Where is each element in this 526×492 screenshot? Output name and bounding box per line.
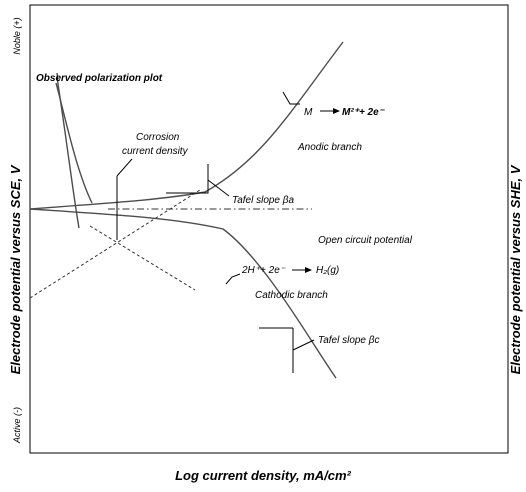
anodic-arrowhead [333, 108, 340, 114]
corrosion-leader [116, 158, 133, 177]
anodic-branch-label: Anodic branch [297, 142, 362, 153]
cathodic-reaction-leader [225, 273, 241, 285]
corrosion-label-line2: current density [122, 146, 189, 157]
tafel-a-label: Tafel slope βa [232, 195, 294, 206]
noble-label: Noble (+) [12, 17, 22, 54]
x-axis-title: Log current density, mA/cm² [175, 468, 351, 483]
tafel-a-leader [207, 179, 230, 197]
observed-leader [56, 72, 59, 85]
anodic-tafel-extrapolation [29, 189, 201, 299]
anodic-reaction-leader [282, 91, 300, 105]
cathodic-tafel-extrapolation [89, 225, 196, 291]
observed-curve-upper [55, 82, 93, 204]
y-right-axis-title: Electrode potential versus SHE, V [508, 164, 523, 374]
anodic-branch-curve [29, 41, 344, 210]
cathodic-arrowhead [305, 267, 312, 273]
cathodic-branch-curve [29, 208, 337, 379]
observed-curve-lower [57, 83, 80, 229]
active-label: Active (-) [12, 407, 22, 444]
y-left-axis-title: Electrode potential versus SCE, V [8, 164, 23, 374]
corrosion-label-line1: Corrosion [136, 132, 180, 143]
anodic-reaction-reactant: M [304, 107, 313, 118]
cathodic-reaction-product: H₂(g) [316, 265, 339, 276]
plot-frame [29, 4, 509, 454]
tafel-c-leader [292, 339, 315, 351]
tafel-c-label: Tafel slope βc [318, 335, 380, 346]
ocp-label: Open circuit potential [318, 235, 413, 246]
anodic-reaction-product: M²⁺+ 2e⁻ [342, 107, 386, 118]
observed-label: Observed polarization plot [36, 73, 163, 84]
cathodic-branch-label: Cathodic branch [255, 290, 328, 301]
tafel-a-triangle [166, 164, 209, 194]
cathodic-reaction-reactant: 2H⁺+ 2e⁻ [241, 265, 286, 276]
